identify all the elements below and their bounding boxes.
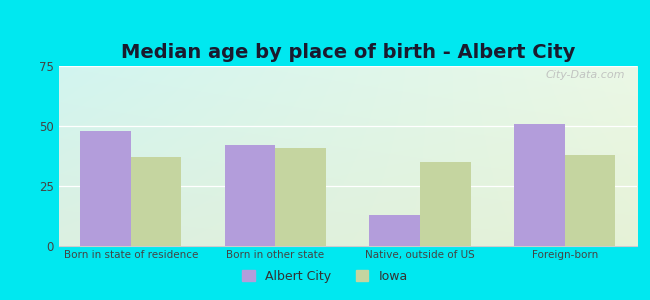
Text: City-Data.com: City-Data.com xyxy=(546,70,625,80)
Bar xyxy=(514,124,565,246)
Bar xyxy=(225,145,276,246)
Bar xyxy=(420,162,471,246)
Bar xyxy=(80,131,131,246)
Bar xyxy=(369,215,420,246)
Bar xyxy=(565,155,616,246)
Bar xyxy=(131,157,181,246)
Title: Median age by place of birth - Albert City: Median age by place of birth - Albert Ci… xyxy=(120,43,575,62)
Legend: Albert City, Iowa: Albert City, Iowa xyxy=(237,265,413,288)
Bar xyxy=(276,148,326,246)
